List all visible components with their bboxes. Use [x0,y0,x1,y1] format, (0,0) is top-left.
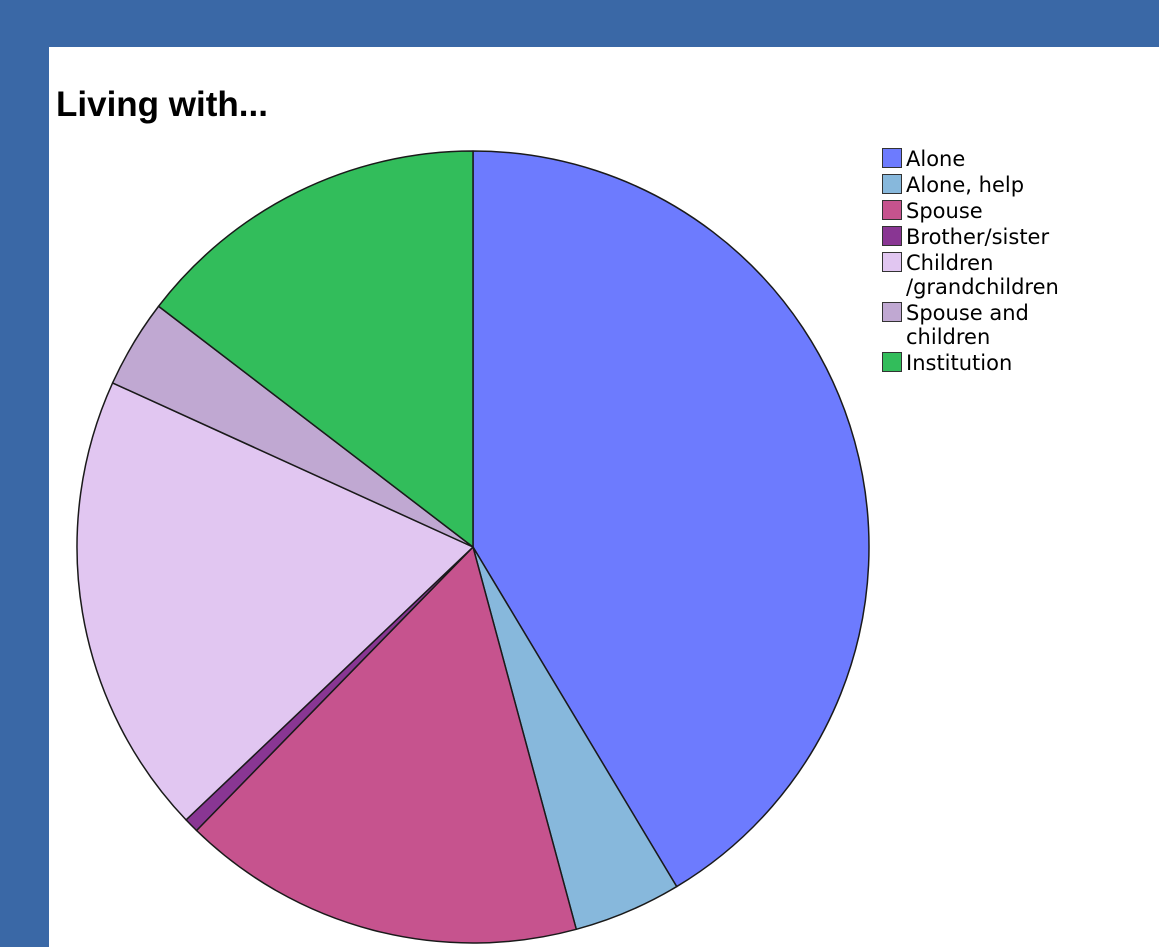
pie-slice-0 [472,150,870,888]
legend-item-2: Spouse [882,199,1059,223]
legend-swatch-4 [882,252,902,272]
pie-chart [76,150,870,944]
legend-label-2: Spouse [906,199,983,223]
legend-swatch-5 [882,302,902,322]
legend-label-0: Alone [906,147,966,171]
legend-item-6: Institution [882,351,1059,375]
pie-slice-2 [195,546,578,944]
legend-swatch-1 [882,174,902,194]
legend-swatch-3 [882,226,902,246]
pie-slice-4 [76,382,474,821]
legend-swatch-0 [882,148,902,168]
chart-title: Living with... [56,85,268,124]
legend-label-6: Institution [906,351,1013,375]
legend-label-5: Spouse and children [906,301,1029,349]
legend-item-0: Alone [882,147,1059,171]
legend-item-1: Alone, help [882,173,1059,197]
legend-swatch-6 [882,352,902,372]
legend-item-5: Spouse and children [882,301,1059,349]
chart-panel: Living with... Alone Alone, help Spouse Bro… [49,47,1159,947]
legend-label-1: Alone, help [906,173,1025,197]
pie-slice-6 [157,150,474,548]
legend-label-4: Children /grandchildren [906,251,1059,299]
legend-swatch-2 [882,200,902,220]
legend-item-4: Children /grandchildren [882,251,1059,299]
legend-item-3: Brother/sister [882,225,1059,249]
legend: Alone Alone, help Spouse Brother/sister Chil… [882,147,1059,377]
legend-label-3: Brother/sister [906,225,1050,249]
